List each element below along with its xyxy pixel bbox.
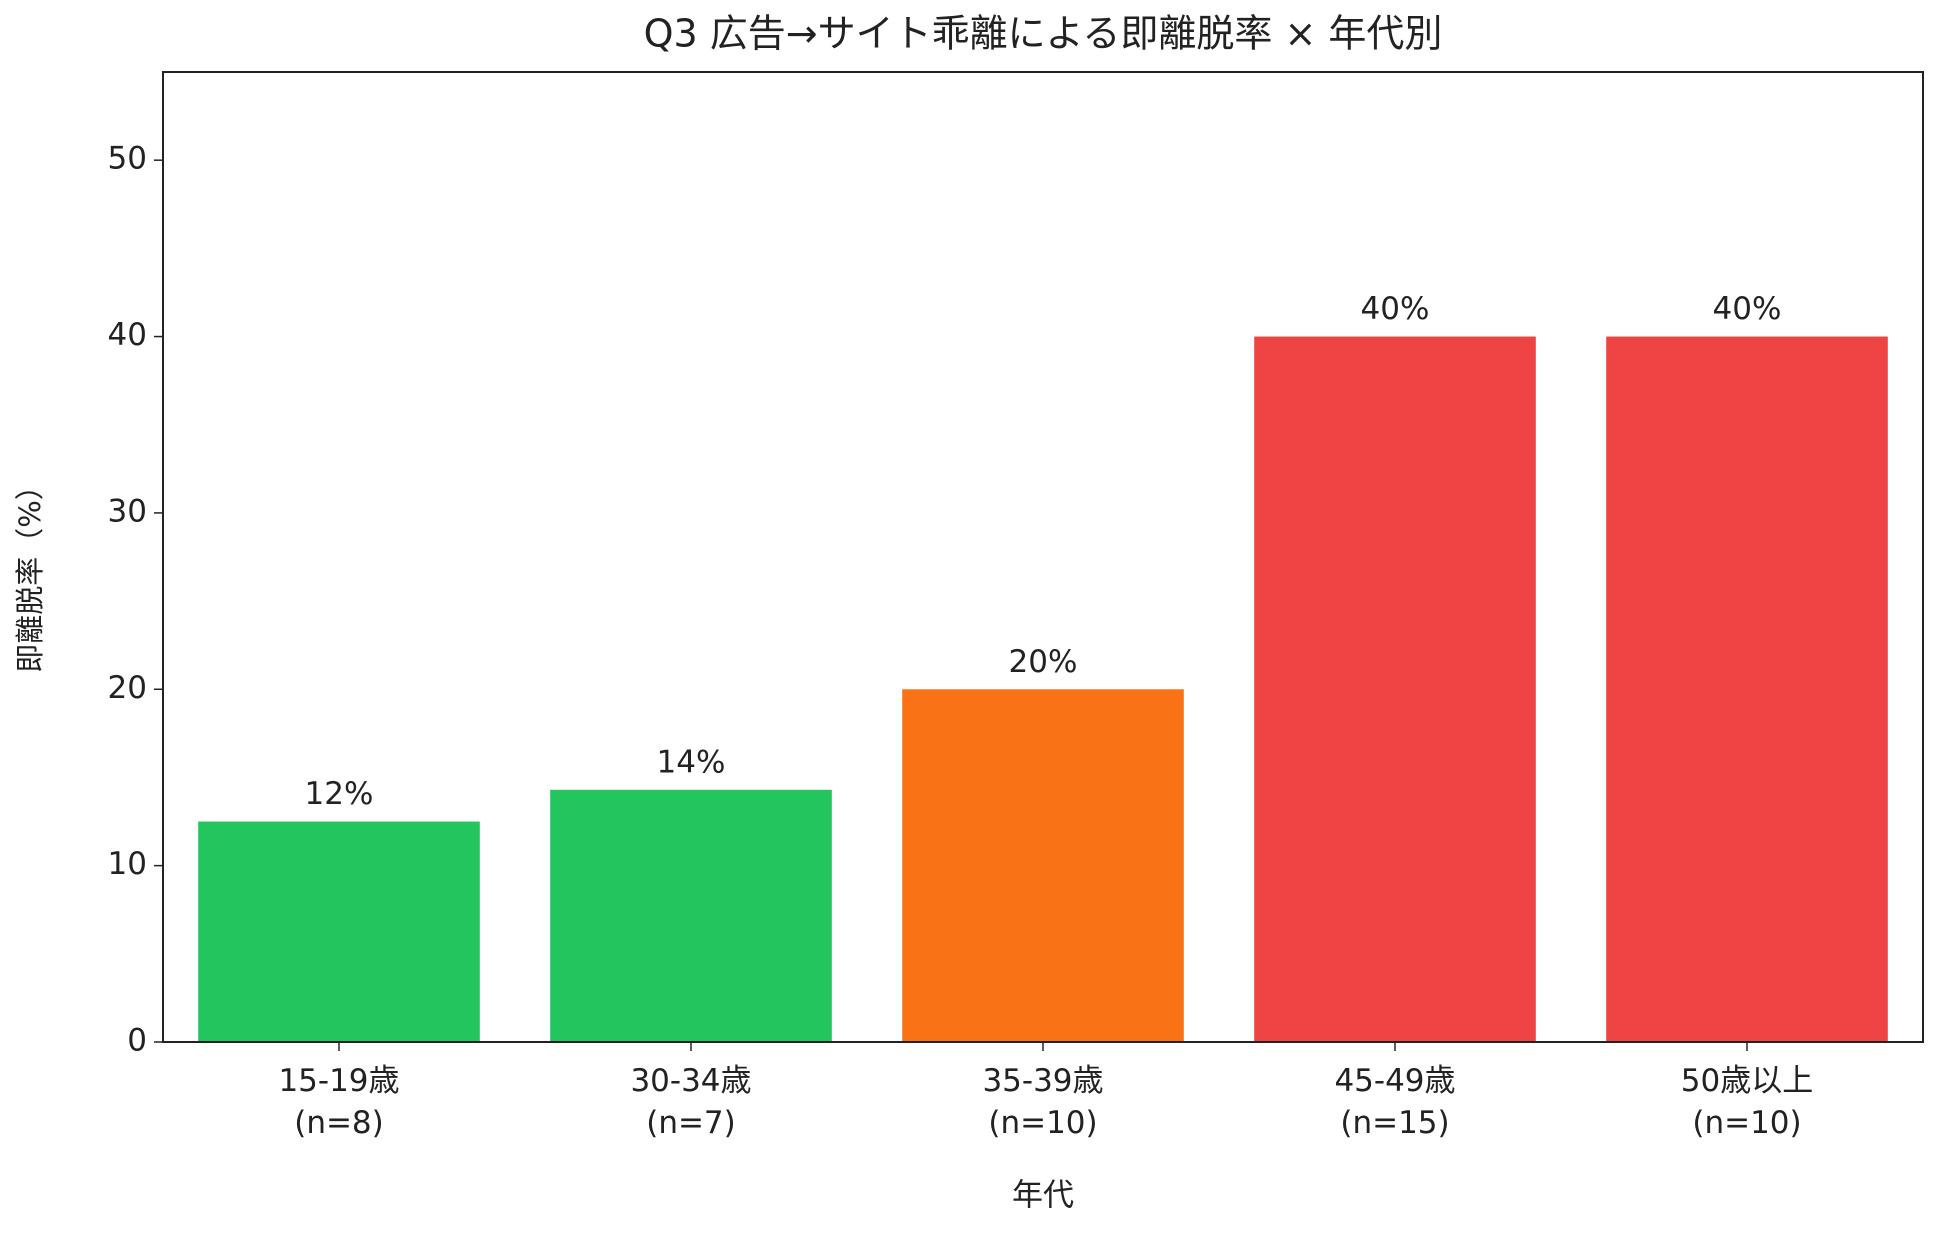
x-tick-label: 15-19歳 (n=8) (278, 1063, 400, 1141)
y-tick-label: 40 (108, 317, 147, 353)
x-tick-label: 30-34歳 (n=7) (630, 1063, 752, 1141)
plot-frame (162, 71, 1924, 1043)
x-tick-label: 35-39歳 (n=10) (982, 1063, 1104, 1141)
x-axis-label: 年代 (1012, 1178, 1074, 1214)
y-axis-label: 即離脱率（%） (13, 471, 47, 673)
value-label: 14% (657, 744, 726, 780)
bar (198, 821, 480, 1042)
x-tick-label: 45-49歳 (n=15) (1334, 1063, 1456, 1141)
y-tick-label: 50 (108, 141, 147, 177)
y-tick-label: 20 (108, 670, 147, 706)
y-tick-label: 10 (108, 846, 147, 882)
bar (902, 689, 1184, 1042)
bar (1254, 336, 1536, 1043)
value-label: 40% (1713, 291, 1782, 327)
bar (1606, 336, 1888, 1043)
value-label: 12% (305, 776, 374, 812)
value-label: 40% (1361, 291, 1430, 327)
chart-title: Q3 広告→サイト乖離による即離脱率 × 年代別 (644, 12, 1443, 56)
y-tick-label: 30 (108, 493, 147, 529)
value-label: 20% (1009, 644, 1078, 680)
x-tick-label: 50歳以上 (n=10) (1680, 1063, 1814, 1141)
y-tick-label: 0 (127, 1023, 147, 1059)
bar (550, 789, 832, 1042)
